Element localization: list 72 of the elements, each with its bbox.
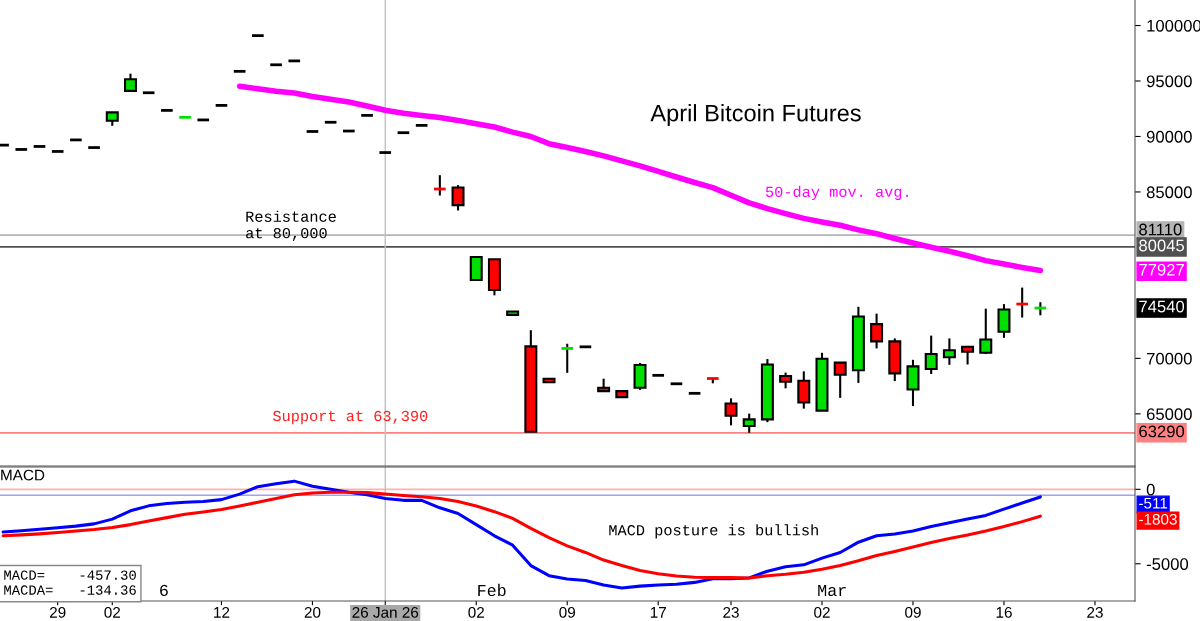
chart-title: MACD xyxy=(1,469,45,481)
candlestick xyxy=(50,150,65,153)
ref-line-label: 80045 xyxy=(1139,239,1185,252)
annotation: Resistance at 80,000 xyxy=(246,210,336,241)
text: April Bitcoin Futures xyxy=(650,104,861,127)
candlestick xyxy=(797,370,811,410)
candlestick xyxy=(396,131,411,135)
candlestick xyxy=(32,145,47,148)
candlestick xyxy=(651,373,666,377)
x-tick-label: 29 xyxy=(49,606,66,618)
candlestick xyxy=(232,69,247,73)
x-tick-label: 12 xyxy=(214,606,230,618)
candlestick xyxy=(86,146,102,149)
candlestick xyxy=(323,120,338,124)
candlestick xyxy=(742,412,756,434)
candlestick xyxy=(997,303,1011,339)
candlestick xyxy=(979,307,993,356)
ref-line-label: 63290 xyxy=(1139,425,1185,438)
candlestick xyxy=(378,151,393,154)
candlestick xyxy=(633,361,647,391)
candlestick xyxy=(469,255,483,282)
candlestick xyxy=(669,382,684,386)
candlestick xyxy=(214,104,229,107)
x-tick-label: 16 xyxy=(996,606,1012,618)
candlestick xyxy=(724,397,738,427)
y-tick-label: 90000 xyxy=(1146,130,1192,143)
text: -1803 xyxy=(1139,513,1177,525)
candlestick xyxy=(141,91,156,95)
y-tick-label: 85000 xyxy=(1146,186,1192,199)
annotation: MACD= -457.30 MACDA= -134.36 xyxy=(4,570,136,595)
candlestick xyxy=(578,345,593,349)
y-tick-label: 70000 xyxy=(1146,352,1192,365)
candlestick xyxy=(833,361,847,399)
candlestick xyxy=(560,342,575,374)
y-tick-label: 95000 xyxy=(1146,75,1192,88)
ref-line-label: 81110 xyxy=(1139,223,1182,236)
x-tick-label: 17 xyxy=(650,607,666,618)
y-tick-label: -5000 xyxy=(1146,558,1189,570)
x-tick-label: 02 xyxy=(104,606,121,618)
candlestick xyxy=(924,334,938,376)
candlestick xyxy=(14,148,29,151)
candlestick xyxy=(451,184,465,212)
y-tick-label: 0 xyxy=(1146,483,1155,496)
candlestick xyxy=(359,114,375,117)
candlestick xyxy=(305,130,320,133)
text: 77927 xyxy=(1139,263,1184,276)
candlestick xyxy=(250,34,266,38)
annotation: Feb xyxy=(478,583,506,597)
text: -511 xyxy=(1139,497,1168,509)
x-tick-label: 09 xyxy=(559,606,575,618)
y-tick-label: 65000 xyxy=(1146,408,1192,421)
x-tick-label: 23 xyxy=(723,606,739,618)
candlestick xyxy=(159,109,175,112)
x-tick-label: 02 xyxy=(468,606,484,618)
x-tick-label: 23 xyxy=(1087,606,1103,618)
candlestick xyxy=(687,391,702,395)
candlestick xyxy=(414,123,429,127)
candlestick xyxy=(870,312,884,350)
x-tick-label: 20 xyxy=(304,606,321,618)
series-label: 50-day mov. avg. xyxy=(765,185,908,201)
x-tick-label: 02 xyxy=(814,606,830,618)
candlestick xyxy=(906,358,920,408)
annotation: Support at 63,390 xyxy=(272,410,428,425)
text: 74540 xyxy=(1139,300,1185,313)
candlestick xyxy=(268,63,284,67)
line-series xyxy=(1,490,1042,580)
x-tick-label: 09 xyxy=(905,606,921,618)
candlestick xyxy=(942,337,956,366)
annotation: 6 xyxy=(160,584,168,597)
annotation: Mar xyxy=(818,584,846,597)
annotation: MACD posture is bullish xyxy=(609,524,818,539)
x-tick-label: 26 Jan 26 xyxy=(352,606,419,618)
